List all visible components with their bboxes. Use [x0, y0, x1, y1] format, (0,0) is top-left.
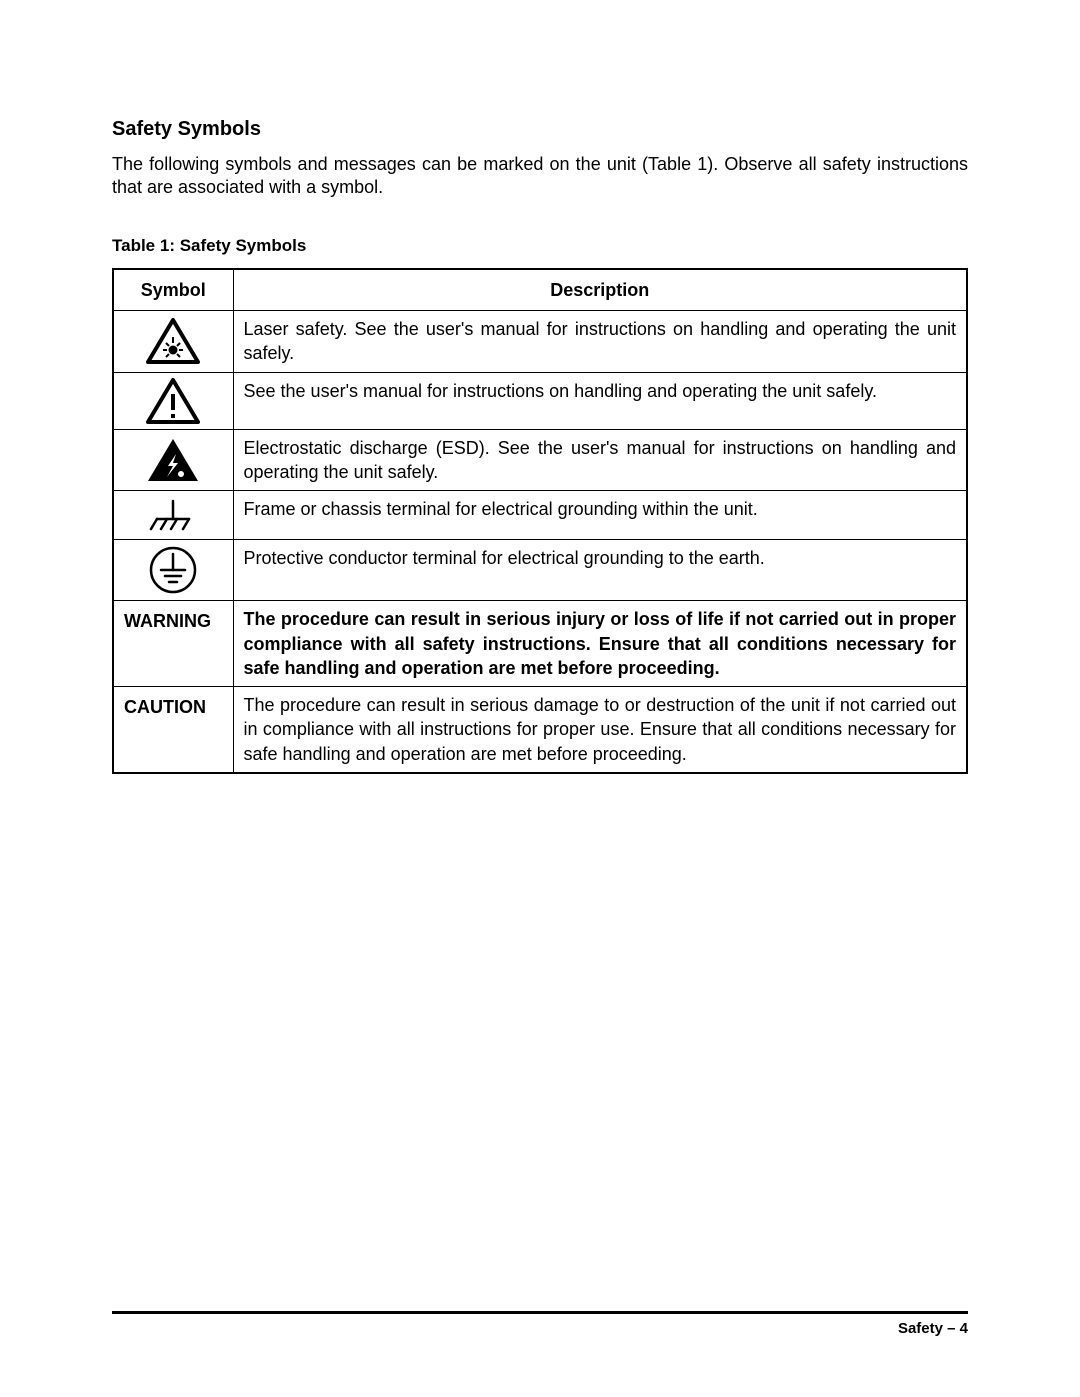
desc-cell: Frame or chassis terminal for electrical…: [233, 491, 967, 540]
table-caption: Table 1: Safety Symbols: [112, 236, 968, 256]
symbol-cell-caution: [113, 372, 233, 429]
desc-cell-caution: The procedure can result in serious dama…: [233, 687, 967, 773]
table-row: Protective conductor terminal for electr…: [113, 540, 967, 601]
desc-cell-warning: The procedure can result in serious inju…: [233, 601, 967, 687]
desc-cell: Electrostatic discharge (ESD). See the u…: [233, 429, 967, 491]
symbol-cell-laser: [113, 311, 233, 373]
symbol-cell-esd: [113, 429, 233, 491]
table-header-row: Symbol Description: [113, 269, 967, 311]
table-row: Electrostatic discharge (ESD). See the u…: [113, 429, 967, 491]
table-row-warning: WARNING The procedure can result in seri…: [113, 601, 967, 687]
table-row-caution: CAUTION The procedure can result in seri…: [113, 687, 967, 773]
warning-label: WARNING: [113, 601, 233, 687]
page-footer: Safety – 4: [112, 1311, 968, 1337]
caution-triangle-icon: [145, 377, 201, 425]
desc-cell: Protective conductor terminal for electr…: [233, 540, 967, 601]
chassis-ground-icon: [145, 495, 201, 535]
safety-symbols-table: Symbol Description: [112, 268, 968, 774]
col-header-description: Description: [233, 269, 967, 311]
table-row: Frame or chassis terminal for electrical…: [113, 491, 967, 540]
intro-paragraph: The following symbols and messages can b…: [112, 153, 968, 200]
table-row: Laser safety. See the user's manual for …: [113, 311, 967, 373]
footer-text: Safety – 4: [112, 1320, 968, 1337]
symbol-cell-chassis-ground: [113, 491, 233, 540]
caution-label: CAUTION: [113, 687, 233, 773]
footer-rule: [112, 1311, 968, 1314]
laser-triangle-icon: [145, 317, 201, 365]
symbol-cell-protective-earth: [113, 540, 233, 601]
protective-earth-icon: [147, 544, 199, 596]
desc-cell: Laser safety. See the user's manual for …: [233, 311, 967, 373]
esd-triangle-icon: [145, 436, 201, 484]
col-header-symbol: Symbol: [113, 269, 233, 311]
desc-cell: See the user's manual for instructions o…: [233, 372, 967, 429]
table-row: See the user's manual for instructions o…: [113, 372, 967, 429]
section-heading: Safety Symbols: [112, 118, 968, 141]
